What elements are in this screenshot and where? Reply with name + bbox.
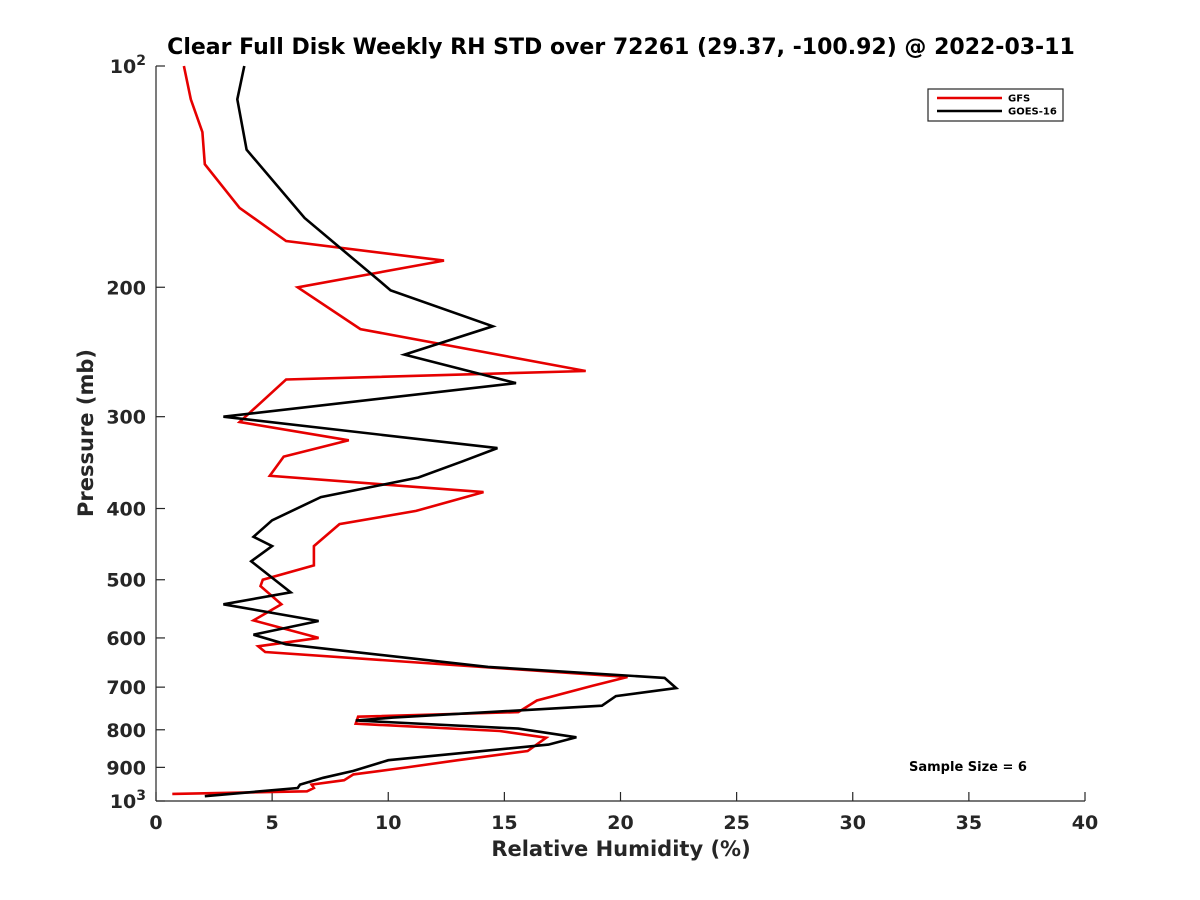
sample-size-annotation: Sample Size = 6 — [909, 760, 1027, 775]
legend: GFS GOES-16 — [927, 88, 1064, 122]
y-axis-label: Pressure (mb) — [74, 349, 98, 517]
y-tick-label: 200 — [106, 277, 146, 299]
x-axis-label: Relative Humidity (%) — [491, 837, 750, 861]
x-tick-label: 0 — [149, 812, 162, 834]
y-tick-label: 700 — [106, 677, 146, 699]
y-axis-ticks: 102 200 300 400 500 600 700 800 900 103 — [106, 53, 165, 813]
x-tick-label: 5 — [266, 812, 279, 834]
legend-box — [927, 88, 1064, 122]
y-tick-label: 400 — [106, 499, 146, 521]
x-tick-label: 10 — [375, 812, 401, 834]
series-layer — [172, 65, 680, 798]
x-tick-label: 35 — [956, 812, 982, 834]
x-tick-label: 20 — [607, 812, 633, 834]
y-tick-label: 500 — [106, 570, 146, 592]
series-line-goes16 — [204, 65, 680, 798]
x-tick-label: 30 — [840, 812, 866, 834]
y-tick-label: 900 — [106, 757, 146, 779]
y-tick-label: 102 — [110, 53, 146, 78]
legend-label-goes16: GOES-16 — [1008, 107, 1057, 118]
y-tick-label: 300 — [106, 407, 146, 429]
x-tick-label: 15 — [491, 812, 517, 834]
y-tick-label: 600 — [106, 628, 146, 650]
x-tick-label: 25 — [723, 812, 749, 834]
legend-label-gfs: GFS — [1008, 94, 1030, 105]
y-tick-label: 103 — [110, 788, 146, 813]
x-axis-ticks: 0 5 10 15 20 25 30 35 40 — [149, 792, 1098, 834]
x-tick-label: 40 — [1072, 812, 1098, 834]
chart-title: Clear Full Disk Weekly RH STD over 72261… — [167, 35, 1075, 60]
y-tick-label: 800 — [106, 720, 146, 742]
